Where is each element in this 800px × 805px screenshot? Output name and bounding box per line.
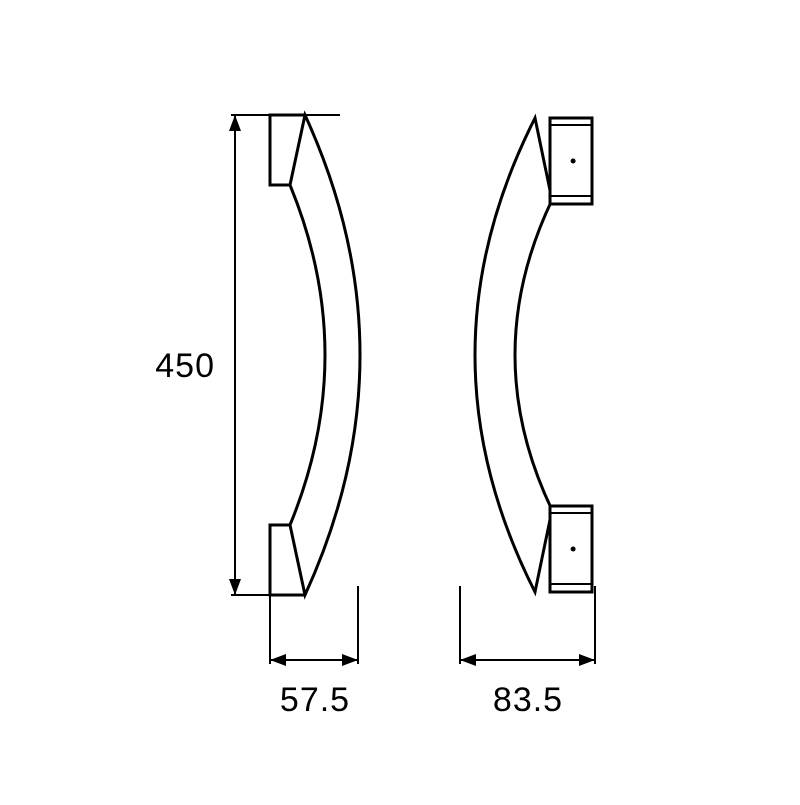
dim-width-left-label: 57.5 bbox=[280, 681, 350, 719]
front-view-handle bbox=[290, 115, 360, 595]
technical-drawing: 450 57.5 83.5 bbox=[0, 0, 800, 800]
side-view-handle bbox=[475, 118, 552, 592]
dim-width-right-label: 83.5 bbox=[493, 681, 563, 719]
screw-dot bbox=[571, 159, 576, 164]
screw-dot bbox=[571, 547, 576, 552]
dim-height-label: 450 bbox=[155, 347, 215, 385]
